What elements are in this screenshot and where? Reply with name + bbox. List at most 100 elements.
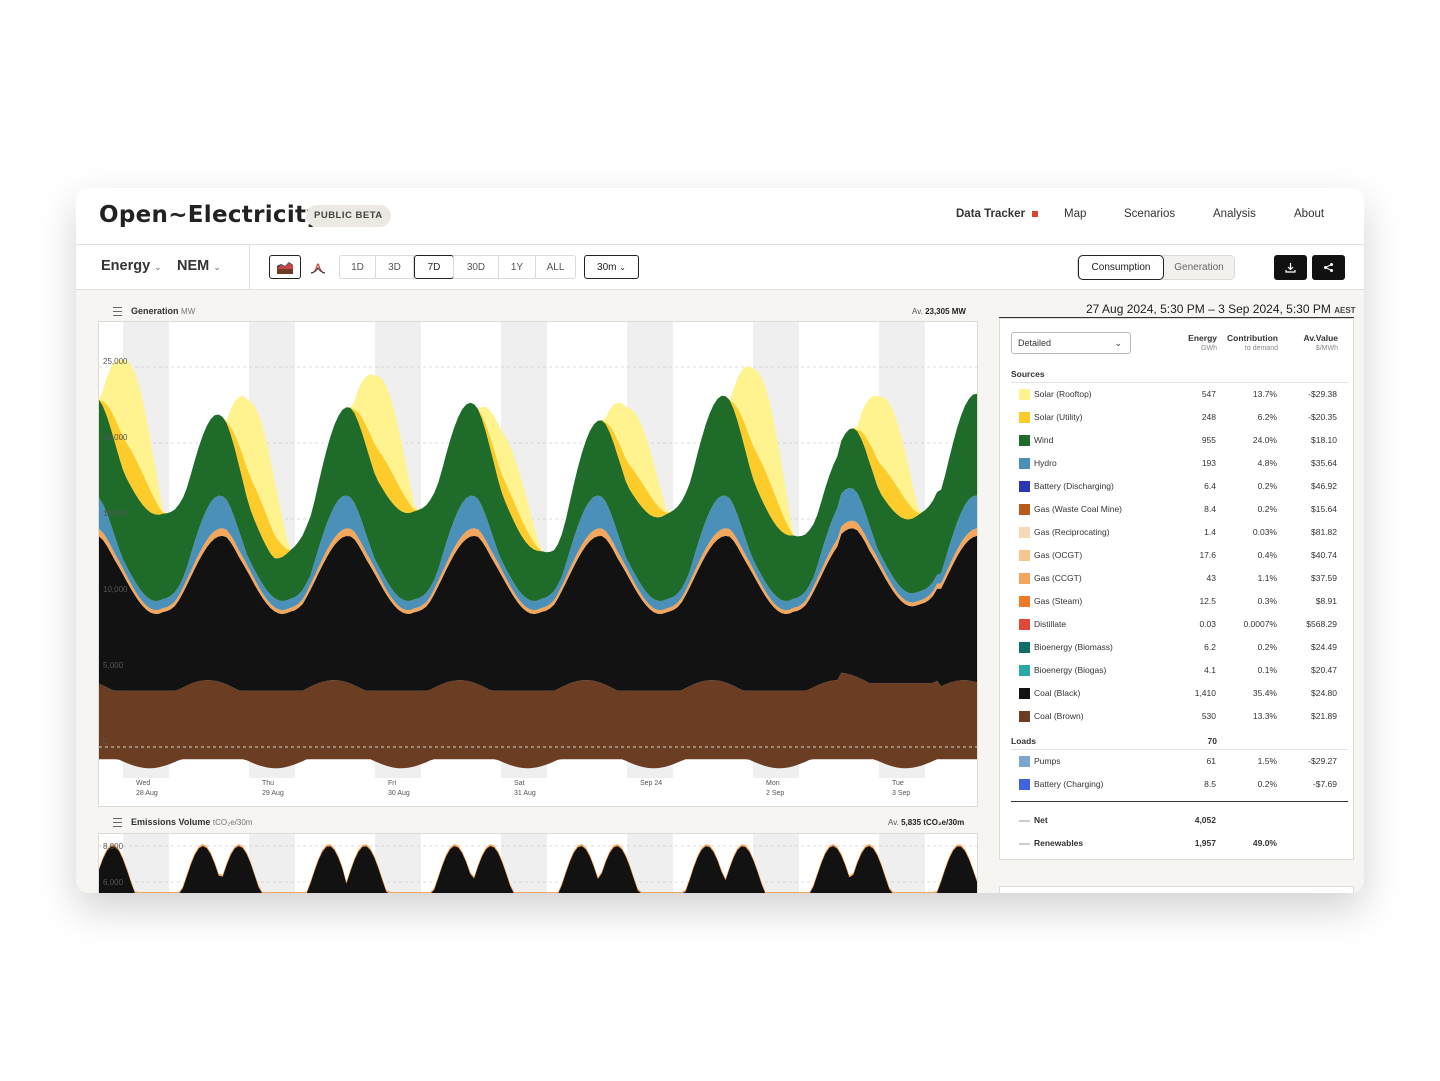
nav-map[interactable]: Map xyxy=(1064,208,1087,220)
table-row[interactable]: Battery (Discharging) 6.4 0.2% $46.92 xyxy=(1011,475,1348,498)
table-row[interactable]: Solar (Rooftop) 547 13.7% -$29.38 xyxy=(1011,383,1348,406)
emissions-unit: tCO₂e/30m xyxy=(212,818,253,827)
col-label: Av.Value xyxy=(1303,333,1339,343)
row-contribution: 0.2% xyxy=(1257,642,1277,652)
date-range-text: 27 Aug 2024, 5:30 PM – 3 Sep 2024, 5:30 … xyxy=(1086,302,1331,316)
nav-scenarios[interactable]: Scenarios xyxy=(1124,208,1176,220)
table-row[interactable]: Hydro 193 4.8% $35.64 xyxy=(1011,452,1348,475)
table-row[interactable]: Bioenergy (Biogas) 4.1 0.1% $20.47 xyxy=(1011,659,1348,682)
generation-title: Generation xyxy=(131,306,179,316)
table-row[interactable]: Distillate 0.03 0.0007% $568.29 xyxy=(1011,613,1348,636)
nav-analysis[interactable]: Analysis xyxy=(1213,208,1256,220)
area-chart-toggle[interactable] xyxy=(269,255,301,279)
renewables-row: Renewables 1,957 49.0% xyxy=(1011,835,1348,855)
row-contribution: 0.3% xyxy=(1257,596,1277,606)
legend-swatch-icon xyxy=(1019,711,1030,722)
col-sub: GWh xyxy=(1201,345,1217,352)
generation-areas xyxy=(99,359,977,769)
chart-menu-icon[interactable] xyxy=(113,307,122,316)
x-tick-label: 31 Aug xyxy=(514,790,536,797)
x-tick-label: Sep 24 xyxy=(640,780,662,787)
x-tick-label: 29 Aug xyxy=(262,790,284,797)
range-all-button[interactable]: ALL xyxy=(535,255,576,279)
table-row[interactable]: Battery (Charging) 8.5 0.2% -$7.69 xyxy=(1011,773,1348,796)
x-tick-label: 30 Aug xyxy=(388,790,410,797)
row-name: Gas (CCGT) xyxy=(1034,573,1082,583)
metric-dropdown[interactable]: Energy ⌄ xyxy=(101,258,162,274)
x-axis: Wed 28 Aug Thu 29 Aug Fri 30 Aug Sat 31 … xyxy=(136,780,910,797)
row-energy: 1,410 xyxy=(1194,688,1216,698)
range-1y-button[interactable]: 1Y xyxy=(498,255,536,279)
emissions-chart[interactable]: 8,000 6,000 xyxy=(98,833,978,893)
table-row[interactable]: Pumps 61 1.5% -$29.27 xyxy=(1011,750,1348,773)
x-tick-label: 3 Sep xyxy=(892,790,910,797)
row-value: -$7.69 xyxy=(1312,779,1337,789)
range-1d-button[interactable]: 1D xyxy=(339,255,376,279)
generation-toggle[interactable]: Generation xyxy=(1174,262,1224,273)
table-row[interactable]: Gas (OCGT) 17.6 0.4% $40.74 xyxy=(1011,544,1348,567)
logo[interactable]: Open~Electricity xyxy=(99,202,322,228)
table-row[interactable]: Gas (Steam) 12.5 0.3% $8.91 xyxy=(1011,590,1348,613)
row-contribution: 0.4% xyxy=(1257,550,1277,560)
area-black xyxy=(99,528,977,691)
toolbar: Energy ⌄ NEM ⌄ 1D 3D 7D 30D 1Y ALL 30m ⌄ C… xyxy=(76,245,1364,290)
row-value: $24.80 xyxy=(1311,688,1337,698)
region-dropdown[interactable]: NEM ⌄ xyxy=(177,258,221,274)
col-sub: to demand xyxy=(1244,345,1278,352)
table-view-select[interactable]: Detailed ⌄ xyxy=(1011,332,1131,354)
table-row[interactable]: Wind 955 24.0% $18.10 xyxy=(1011,429,1348,452)
table-row[interactable]: Bioenergy (Biomass) 6.2 0.2% $24.49 xyxy=(1011,636,1348,659)
emissions-average: Av. 5,835 tCO₂e/30m xyxy=(888,818,964,827)
y-tick-label: 10,000 xyxy=(103,585,128,594)
range-3d-button[interactable]: 3D xyxy=(375,255,414,279)
row-name: Battery (Charging) xyxy=(1034,779,1104,789)
app-window: Open~Electricity PUBLIC BETA Data Tracke… xyxy=(76,188,1364,893)
range-30d-button[interactable]: 30D xyxy=(453,255,499,279)
range-7d-button[interactable]: 7D xyxy=(414,255,454,279)
col-energy[interactable]: Energy GWh xyxy=(1188,333,1217,352)
region-label: NEM xyxy=(177,258,210,274)
col-contribution[interactable]: Contribution to demand xyxy=(1227,333,1278,352)
download-icon xyxy=(1285,263,1296,273)
share-button[interactable] xyxy=(1312,255,1345,280)
generation-chart[interactable]: 25,000 20,000 15,000 10,000 5,000 0 Wed … xyxy=(98,321,978,807)
chart-menu-icon[interactable] xyxy=(113,818,122,827)
row-energy: 43 xyxy=(1206,573,1216,583)
row-value: $81.82 xyxy=(1311,527,1337,537)
row-contribution: 0.03% xyxy=(1252,527,1277,537)
table-row[interactable]: Solar (Utility) 248 6.2% -$20.35 xyxy=(1011,406,1348,429)
nav-about[interactable]: About xyxy=(1294,208,1325,220)
consumption-toggle[interactable]: Consumption xyxy=(1078,255,1164,280)
download-button[interactable] xyxy=(1274,255,1307,280)
avg-value: 23,305 MW xyxy=(925,307,966,316)
row-value: $21.89 xyxy=(1311,711,1337,721)
line-chart-toggle[interactable] xyxy=(304,255,331,279)
table-row[interactable]: Gas (Waste Coal Mine) 8.4 0.2% $15.64 xyxy=(1011,498,1348,521)
row-energy: 4.1 xyxy=(1204,665,1216,675)
table-row[interactable]: Coal (Black) 1,410 35.4% $24.80 xyxy=(1011,682,1348,705)
area-coal xyxy=(99,846,977,893)
table-row[interactable]: Gas (Reciprocating) 1.4 0.03% $81.82 xyxy=(1011,521,1348,544)
row-contribution: 6.2% xyxy=(1257,412,1277,422)
legend-swatch-icon xyxy=(1019,619,1030,630)
col-value[interactable]: Av.Value $/MWh xyxy=(1304,333,1339,352)
x-tick-label: Tue xyxy=(892,780,904,787)
nav-data-tracker[interactable]: Data Tracker xyxy=(956,208,1039,220)
row-value: $15.64 xyxy=(1311,504,1337,514)
net-value: 4,052 xyxy=(1194,815,1216,825)
net-label: Net xyxy=(1034,815,1048,825)
row-value: -$29.27 xyxy=(1308,756,1337,766)
legend-swatch-icon xyxy=(1019,779,1030,790)
legend-swatch-icon xyxy=(1019,550,1030,561)
table-row[interactable]: Gas (CCGT) 43 1.1% $37.59 xyxy=(1011,567,1348,590)
table-row[interactable]: Coal (Brown) 530 13.3% $21.89 xyxy=(1011,705,1348,728)
legend-swatch-icon xyxy=(1019,527,1030,538)
row-name: Distillate xyxy=(1034,619,1067,629)
y-tick-label: 15,000 xyxy=(103,509,128,518)
row-name: Gas (Reciprocating) xyxy=(1034,527,1110,537)
row-value: $35.64 xyxy=(1311,458,1337,468)
row-value: $40.74 xyxy=(1311,550,1337,560)
x-tick-label: Wed xyxy=(136,780,150,787)
row-name: Wind xyxy=(1034,435,1054,445)
interval-dropdown[interactable]: 30m ⌄ xyxy=(584,255,639,279)
